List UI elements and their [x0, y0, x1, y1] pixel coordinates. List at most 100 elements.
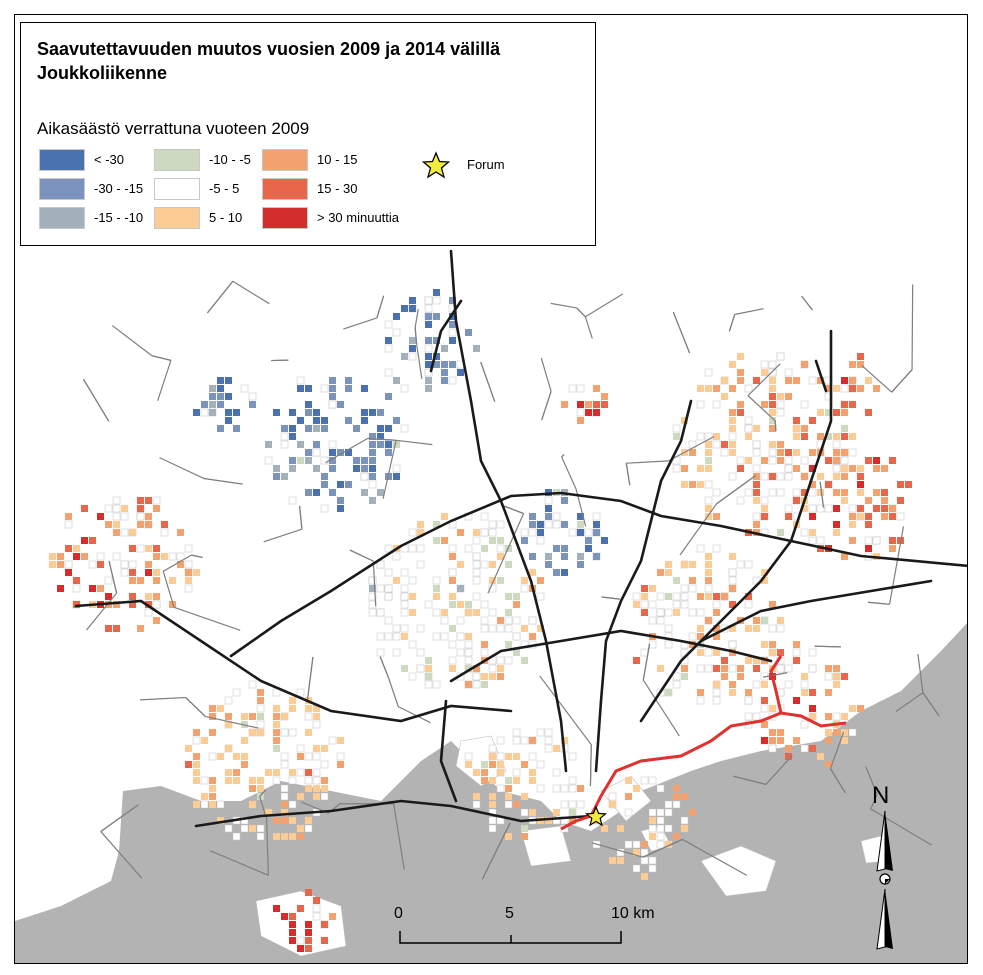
grid-cell [288, 800, 297, 809]
grid-cell [529, 633, 536, 640]
legend-forum-item: Forum [421, 151, 505, 184]
grid-cell [200, 800, 209, 809]
grid-cell [561, 553, 568, 560]
grid-cell [313, 713, 320, 720]
grid-cell [881, 505, 888, 512]
grid-cell [305, 921, 312, 928]
grid-cell [593, 385, 600, 392]
grid-cell [849, 385, 856, 392]
grid-cell [392, 328, 401, 337]
grid-cell [368, 592, 377, 601]
grid-cell [793, 417, 800, 424]
grid-cell [825, 713, 832, 720]
grid-cell [864, 536, 873, 545]
grid-cell [273, 737, 280, 744]
grid-cell [753, 377, 760, 384]
grid-cell [848, 504, 857, 513]
grid-cell [769, 729, 776, 736]
grid-cell [865, 521, 872, 528]
grid-cell [193, 761, 200, 768]
grid-cell [737, 369, 744, 376]
grid-cell [449, 321, 456, 328]
grid-cell [792, 488, 801, 497]
grid-cell [321, 921, 328, 928]
minor-road [191, 554, 203, 559]
grid-cell [217, 753, 224, 760]
grid-cell [705, 449, 712, 456]
grid-cell [713, 593, 720, 600]
grid-cell [225, 769, 232, 776]
grid-cell [776, 488, 785, 497]
legend-panel: Saavutettavuuden muutos vuosien 2009 ja … [20, 22, 596, 246]
grid-cell [249, 785, 256, 792]
grid-cell [512, 632, 521, 641]
grid-cell [96, 552, 105, 561]
grid-cell [833, 489, 840, 496]
grid-cell [433, 353, 440, 360]
grid-cell [561, 401, 568, 408]
grid-cell [288, 496, 297, 505]
grid-cell [577, 529, 584, 536]
grid-cell [736, 560, 745, 569]
grid-cell [209, 729, 216, 736]
grid-cell [784, 664, 793, 673]
grid-cell [529, 769, 536, 776]
grid-cell [297, 905, 304, 912]
grid-cell [505, 753, 512, 760]
grid-cell [521, 761, 528, 768]
minor-road [589, 744, 592, 787]
grid-cell [480, 512, 489, 521]
grid-cell [336, 752, 345, 761]
grid-cell [152, 496, 161, 505]
grid-cell [744, 600, 753, 609]
grid-cell [281, 809, 288, 816]
grid-cell [313, 705, 320, 712]
grid-cell [432, 608, 441, 617]
grid-cell [64, 560, 73, 569]
grid-cell [769, 441, 776, 448]
grid-cell [329, 385, 336, 392]
grid-cell [633, 657, 640, 664]
grid-cell [705, 617, 712, 624]
grid-cell [280, 440, 289, 449]
grid-cell [841, 377, 848, 384]
grid-cell [273, 473, 280, 480]
grid-cell [408, 544, 417, 553]
grid-cell [409, 305, 416, 312]
grid-cell [761, 697, 768, 704]
grid-cell [768, 488, 777, 497]
minor-road [100, 831, 143, 879]
grid-cell [721, 657, 728, 664]
grid-cell [489, 577, 496, 584]
grid-cell [777, 729, 784, 736]
grid-cell [489, 537, 496, 544]
grid-cell [857, 385, 864, 392]
grid-cell [529, 777, 536, 784]
minor-road [870, 808, 876, 813]
minor-road [584, 316, 593, 339]
grid-cell [289, 697, 296, 704]
grid-cell [648, 856, 657, 865]
minor-road [861, 365, 893, 393]
grid-cell [768, 360, 777, 369]
scale-bar [399, 931, 622, 944]
grid-cell [145, 521, 152, 528]
grid-cell [449, 593, 456, 600]
grid-cell [449, 297, 456, 304]
grid-cell [385, 393, 392, 400]
grid-cell [849, 705, 856, 712]
grid-cell [289, 705, 296, 712]
grid-cell [817, 473, 824, 480]
grid-cell [449, 625, 456, 632]
grid-cell [448, 328, 457, 337]
grid-cell [192, 736, 201, 745]
grid-cell [793, 697, 800, 704]
grid-cell [65, 569, 72, 576]
legend-swatch [154, 149, 200, 171]
grid-cell [289, 769, 296, 776]
grid-cell [528, 616, 537, 625]
grid-cell [761, 569, 768, 576]
grid-cell [497, 665, 504, 672]
minor-road [210, 850, 269, 876]
grid-cell [353, 465, 360, 472]
